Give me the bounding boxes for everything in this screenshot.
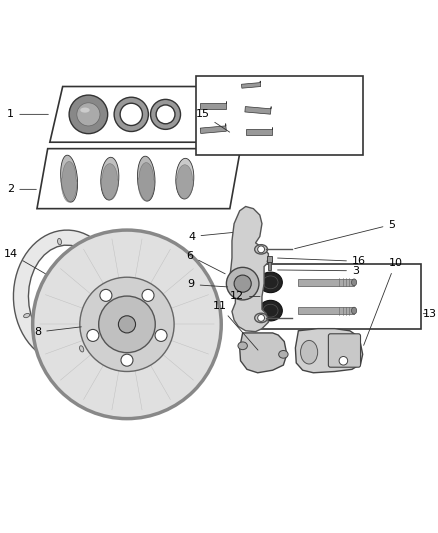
Circle shape — [80, 277, 174, 372]
Polygon shape — [61, 161, 77, 202]
Text: 3: 3 — [278, 266, 359, 276]
Polygon shape — [138, 156, 155, 201]
Polygon shape — [200, 101, 226, 109]
Bar — [267, 256, 272, 262]
Polygon shape — [176, 165, 194, 199]
Polygon shape — [295, 329, 363, 373]
Circle shape — [121, 354, 133, 366]
Ellipse shape — [80, 108, 90, 112]
FancyBboxPatch shape — [328, 334, 360, 367]
Text: 4: 4 — [188, 231, 233, 241]
Text: 6: 6 — [187, 251, 225, 274]
Circle shape — [120, 103, 142, 125]
Ellipse shape — [259, 272, 283, 293]
Ellipse shape — [352, 279, 357, 286]
Bar — [247, 264, 420, 329]
Ellipse shape — [267, 260, 272, 263]
Polygon shape — [240, 333, 287, 373]
Circle shape — [258, 246, 265, 253]
Text: 16: 16 — [278, 256, 366, 266]
Polygon shape — [14, 230, 117, 363]
Text: 14: 14 — [4, 248, 45, 273]
Circle shape — [234, 275, 251, 292]
Bar — [298, 279, 354, 286]
Ellipse shape — [352, 307, 357, 314]
Bar — [298, 307, 354, 314]
Polygon shape — [176, 158, 194, 199]
Ellipse shape — [300, 341, 318, 364]
Text: 9: 9 — [187, 279, 227, 289]
Polygon shape — [241, 81, 261, 88]
Bar — [195, 76, 363, 155]
Circle shape — [155, 329, 167, 342]
Circle shape — [118, 316, 135, 333]
Polygon shape — [37, 149, 240, 208]
Ellipse shape — [279, 351, 288, 358]
Ellipse shape — [24, 313, 30, 318]
Text: 2: 2 — [7, 184, 36, 195]
Circle shape — [100, 289, 112, 301]
Text: 8: 8 — [34, 327, 81, 337]
Text: 12: 12 — [230, 292, 260, 302]
Ellipse shape — [57, 238, 61, 245]
Circle shape — [142, 289, 154, 301]
Polygon shape — [246, 127, 272, 134]
Text: 13: 13 — [423, 309, 437, 319]
Circle shape — [226, 268, 259, 300]
Polygon shape — [200, 124, 226, 133]
Polygon shape — [245, 107, 271, 114]
Polygon shape — [50, 86, 247, 142]
Ellipse shape — [238, 342, 247, 350]
Text: 5: 5 — [295, 220, 396, 249]
Text: 15: 15 — [196, 109, 230, 132]
Polygon shape — [230, 206, 268, 332]
Text: 10: 10 — [364, 258, 403, 345]
Text: 11: 11 — [212, 301, 258, 350]
Bar — [268, 261, 272, 270]
Circle shape — [33, 230, 221, 418]
Circle shape — [151, 99, 180, 130]
Circle shape — [87, 329, 99, 342]
Ellipse shape — [254, 245, 268, 254]
Circle shape — [114, 97, 148, 132]
Circle shape — [99, 296, 155, 353]
Circle shape — [339, 357, 348, 365]
Polygon shape — [101, 157, 119, 200]
Circle shape — [156, 105, 175, 124]
Polygon shape — [101, 164, 119, 200]
Ellipse shape — [259, 301, 283, 321]
Ellipse shape — [80, 346, 84, 352]
Circle shape — [69, 95, 108, 134]
Polygon shape — [60, 155, 78, 202]
Polygon shape — [138, 163, 155, 201]
Circle shape — [77, 103, 100, 126]
Text: 1: 1 — [7, 109, 48, 119]
Circle shape — [258, 314, 265, 321]
Ellipse shape — [254, 313, 268, 322]
